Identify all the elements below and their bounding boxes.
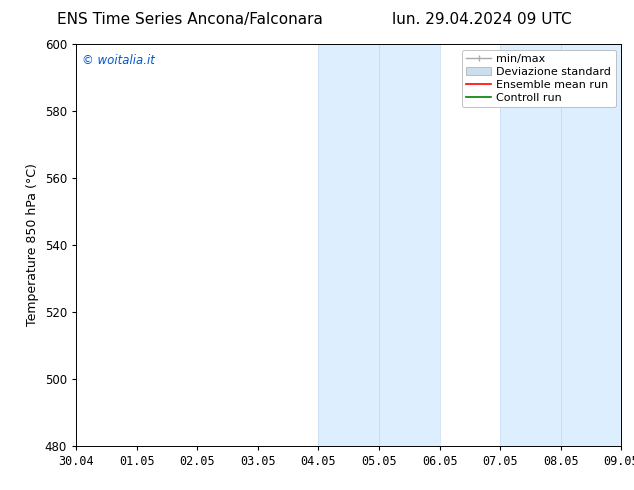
- Bar: [560, 44, 621, 446]
- Text: ENS Time Series Ancona/Falconara: ENS Time Series Ancona/Falconara: [57, 12, 323, 27]
- Bar: [379, 44, 439, 446]
- Y-axis label: Temperature 850 hPa (°C): Temperature 850 hPa (°C): [26, 164, 39, 326]
- Legend: min/max, Deviazione standard, Ensemble mean run, Controll run: min/max, Deviazione standard, Ensemble m…: [462, 49, 616, 107]
- Bar: [318, 44, 379, 446]
- Bar: [500, 44, 560, 446]
- Text: © woitalia.it: © woitalia.it: [82, 54, 155, 67]
- Text: lun. 29.04.2024 09 UTC: lun. 29.04.2024 09 UTC: [392, 12, 572, 27]
